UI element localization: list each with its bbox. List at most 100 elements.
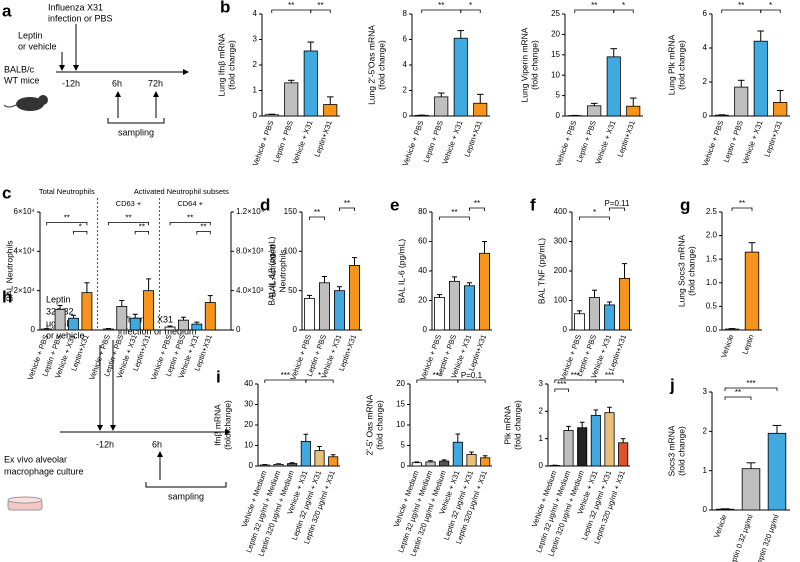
bar bbox=[453, 37, 468, 117]
bar bbox=[563, 430, 574, 467]
label: Leptin bbox=[46, 294, 71, 304]
tick-label: 40 bbox=[244, 379, 253, 388]
bar bbox=[328, 456, 339, 467]
label: Influenza X31 bbox=[48, 2, 103, 12]
significance-label: *** bbox=[433, 371, 442, 380]
bar bbox=[204, 302, 216, 331]
axis-label: Lung 2'-5'Oas mRNA bbox=[366, 25, 376, 105]
panel-label: d bbox=[260, 195, 270, 214]
bar bbox=[434, 96, 449, 117]
label: 6h bbox=[112, 78, 122, 88]
tick-label: 6 bbox=[703, 9, 708, 18]
x-tick-label: Vehicle + X31 bbox=[290, 119, 314, 165]
bar bbox=[574, 313, 586, 331]
axis-label: Neutrophils bbox=[277, 250, 287, 293]
panel-label: j bbox=[669, 375, 675, 394]
bar bbox=[439, 460, 450, 467]
significance-bracket bbox=[309, 216, 325, 220]
label: infection or medium bbox=[118, 326, 197, 336]
significance-bracket bbox=[271, 9, 312, 13]
significance-bracket bbox=[107, 222, 149, 226]
tick-label: 2.5 bbox=[706, 207, 718, 216]
significance-bracket bbox=[457, 379, 486, 383]
tick-label: 0 bbox=[563, 325, 568, 334]
axis-label: (fold change) bbox=[222, 400, 232, 450]
bar bbox=[143, 290, 155, 331]
significance-label: ** bbox=[317, 1, 323, 10]
tick-label: 200 bbox=[554, 266, 568, 275]
tick-label: 1.2×10⁴ bbox=[236, 207, 265, 216]
bar bbox=[54, 308, 66, 331]
tick-label: 10 bbox=[551, 70, 560, 79]
axis-label: Lung Viperin mRNA bbox=[519, 27, 529, 102]
panel-label: b bbox=[220, 0, 230, 16]
tick-label: 20 bbox=[551, 30, 560, 39]
significance-label: * bbox=[79, 223, 82, 232]
bar bbox=[284, 82, 299, 117]
bar bbox=[753, 40, 768, 117]
significance-bracket bbox=[721, 9, 762, 13]
tick-label: 8 bbox=[403, 9, 408, 18]
label: WT mice bbox=[4, 75, 39, 85]
x-tick-label: Leptin+X31 bbox=[312, 119, 334, 158]
significance-bracket bbox=[613, 9, 634, 13]
significance-bracket bbox=[305, 379, 334, 383]
bracket bbox=[107, 118, 165, 124]
axis-label: BAL IL-6 (pg/mL) bbox=[396, 239, 406, 304]
bar bbox=[480, 457, 491, 467]
tick-label: 3 bbox=[539, 379, 544, 388]
significance-bracket bbox=[196, 231, 211, 235]
significance-bracket bbox=[609, 207, 625, 211]
axis-label: (fold change) bbox=[676, 40, 686, 90]
tick-label: 30 bbox=[244, 400, 253, 409]
x-tick-label: Vehicle bbox=[719, 333, 736, 359]
tick-label: 150 bbox=[284, 207, 298, 216]
bar bbox=[448, 280, 460, 331]
tick-label: 2×10⁴ bbox=[14, 286, 36, 295]
bar bbox=[618, 442, 629, 467]
bar bbox=[744, 251, 760, 331]
bar bbox=[164, 326, 176, 331]
significance-label: ** bbox=[200, 223, 206, 232]
panel-label: e bbox=[390, 195, 399, 214]
significance-label: *** bbox=[605, 371, 614, 380]
tick-label: 0.0 bbox=[706, 325, 718, 334]
tick-label: 400 bbox=[554, 207, 568, 216]
axis-label: Lung Plk mRNA bbox=[666, 34, 676, 95]
tick-label: 0 bbox=[703, 505, 708, 514]
significance-label: ** bbox=[64, 214, 70, 223]
significance-bracket bbox=[554, 388, 569, 392]
significance-label: * bbox=[318, 371, 321, 380]
bar bbox=[41, 328, 53, 331]
tick-label: 3 bbox=[703, 387, 708, 396]
bar bbox=[433, 297, 445, 331]
tick-label: 25 bbox=[551, 9, 560, 18]
axis-label: Socs3 mRNA bbox=[666, 425, 676, 476]
tick-label: 5 bbox=[556, 91, 561, 100]
bar bbox=[604, 412, 615, 467]
tick-label: 0 bbox=[253, 111, 258, 120]
panel-label: c bbox=[2, 183, 11, 202]
significance-bracket bbox=[46, 222, 88, 226]
bar bbox=[102, 328, 114, 331]
tick-label: 8.0×10³ bbox=[236, 246, 264, 255]
bar bbox=[333, 290, 345, 331]
x-tick-label: Leptin+X31 bbox=[615, 119, 637, 158]
x-tick-label: Leptin 0.32 μg/ml bbox=[727, 513, 755, 562]
tick-label: 1.0 bbox=[706, 278, 718, 287]
group-label: Total Neutrophils bbox=[39, 187, 95, 196]
axis-label: (fold change) bbox=[512, 400, 522, 450]
bar bbox=[452, 441, 463, 467]
tick-label: 2 bbox=[539, 406, 544, 415]
bar bbox=[264, 114, 279, 117]
bar bbox=[116, 305, 128, 331]
tick-label: 0 bbox=[236, 325, 241, 334]
tick-label: 6×10⁴ bbox=[14, 207, 36, 216]
axis-label: Lung Socs3 mRNA bbox=[676, 235, 686, 308]
axis-label: 2'-5' Oas mRNA bbox=[364, 394, 374, 455]
tick-label: 100 bbox=[284, 246, 298, 255]
bar bbox=[626, 105, 641, 117]
x-tick-label: Vehicle bbox=[712, 513, 729, 539]
significance-bracket bbox=[169, 222, 211, 226]
significance-label: ** bbox=[139, 223, 145, 232]
